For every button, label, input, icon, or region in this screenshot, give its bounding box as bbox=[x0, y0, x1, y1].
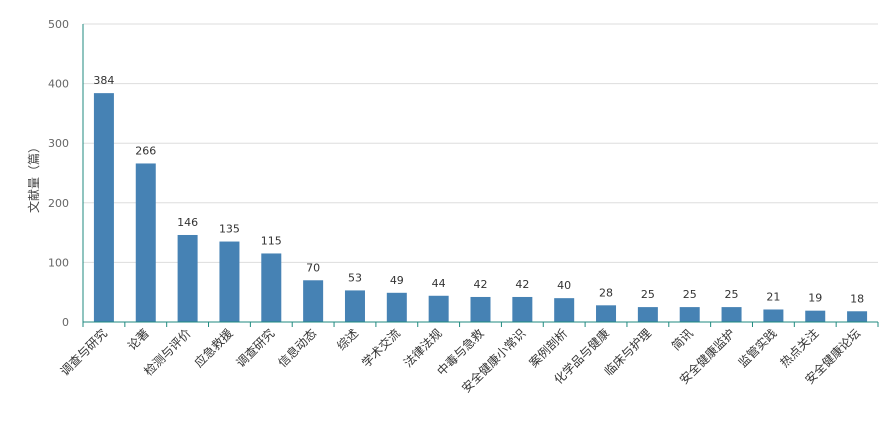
bar bbox=[596, 305, 617, 322]
x-tick-label: 法律法规 bbox=[400, 326, 445, 371]
data-label: 53 bbox=[348, 271, 362, 284]
bar bbox=[470, 296, 491, 322]
bar bbox=[219, 241, 240, 322]
labels: 0100200300400500384调查与研究266论著146检测与评价135… bbox=[48, 18, 864, 396]
data-label: 49 bbox=[390, 274, 404, 287]
data-label: 44 bbox=[432, 277, 446, 290]
x-tick-label: 应急救援 bbox=[191, 326, 236, 371]
grid-lines bbox=[83, 23, 878, 263]
data-label: 384 bbox=[93, 74, 114, 87]
data-label: 42 bbox=[515, 278, 529, 291]
bar bbox=[344, 290, 365, 322]
bar bbox=[763, 309, 784, 322]
y-tick-label: 200 bbox=[48, 197, 69, 210]
bar bbox=[93, 93, 114, 322]
data-label: 18 bbox=[850, 292, 864, 305]
y-tick-label: 400 bbox=[48, 78, 69, 91]
data-label: 19 bbox=[808, 292, 822, 305]
data-label: 266 bbox=[135, 144, 156, 157]
data-label: 25 bbox=[725, 288, 739, 301]
x-tick-label: 热点关注 bbox=[777, 326, 822, 371]
bars bbox=[93, 93, 868, 322]
x-tick-label: 调查与研究 bbox=[57, 326, 110, 379]
x-tick-label: 监管实践 bbox=[735, 326, 780, 371]
y-tick-label: 100 bbox=[48, 256, 69, 269]
x-tick-label: 综述 bbox=[334, 326, 361, 353]
bar bbox=[512, 296, 533, 322]
bar bbox=[721, 307, 742, 322]
data-label: 25 bbox=[683, 288, 697, 301]
data-label: 146 bbox=[177, 216, 198, 229]
data-label: 21 bbox=[766, 290, 780, 303]
axes bbox=[82, 24, 879, 327]
x-tick-label: 简讯 bbox=[669, 326, 696, 353]
bar bbox=[847, 311, 868, 322]
x-tick-label: 信息动态 bbox=[275, 326, 320, 371]
bar bbox=[805, 310, 826, 322]
bar bbox=[135, 163, 156, 322]
data-label: 70 bbox=[306, 261, 320, 274]
bar bbox=[303, 280, 324, 322]
data-label: 25 bbox=[641, 288, 655, 301]
bar bbox=[679, 307, 700, 322]
data-label: 135 bbox=[219, 223, 240, 236]
bar bbox=[428, 295, 449, 322]
y-tick-label: 500 bbox=[48, 18, 69, 31]
x-tick-label: 论著 bbox=[125, 326, 152, 353]
x-tick-label: 调查研究 bbox=[233, 326, 278, 371]
bar bbox=[177, 234, 198, 322]
bar bbox=[386, 292, 407, 322]
data-label: 42 bbox=[474, 278, 488, 291]
bar bbox=[637, 307, 658, 322]
y-axis-title: 文献量（篇） bbox=[26, 141, 41, 213]
x-tick-label: 学术交流 bbox=[358, 326, 403, 371]
bar bbox=[261, 253, 282, 322]
x-tick-label: 案例剖析 bbox=[526, 326, 571, 371]
bar bbox=[554, 298, 575, 322]
data-label: 40 bbox=[557, 279, 571, 292]
y-tick-label: 300 bbox=[48, 137, 69, 150]
data-label: 28 bbox=[599, 286, 613, 299]
data-label: 115 bbox=[261, 234, 282, 247]
y-tick-label: 0 bbox=[62, 316, 69, 329]
